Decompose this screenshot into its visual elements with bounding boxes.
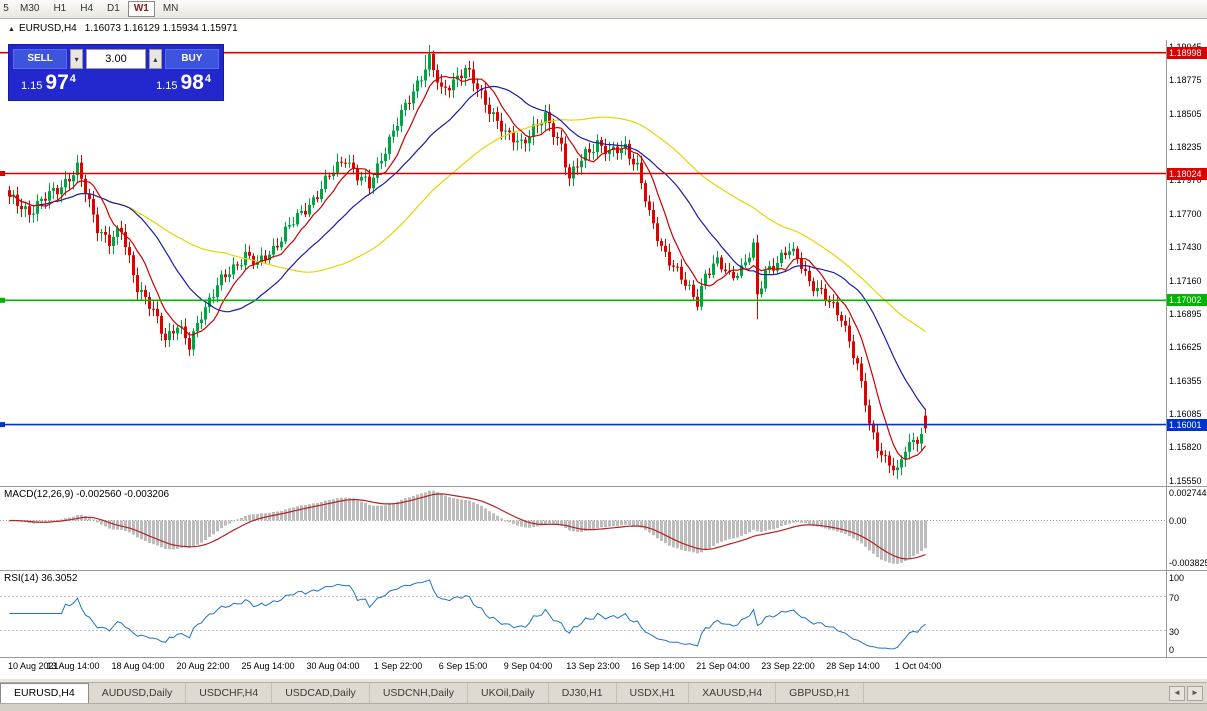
timeframe-button-h1[interactable]: H1 [47, 1, 72, 17]
one-click-trading-panel: SELL ▾ ▴ BUY 1.15 97 4 1.15 98 4 [8, 44, 224, 101]
chart-tab-dj30-h1[interactable]: DJ30,H1 [549, 683, 617, 703]
volume-increase-button[interactable]: ▴ [149, 49, 162, 69]
time-axis-label: 28 Sep 14:00 [826, 661, 880, 671]
time-axis-label: 6 Sep 15:00 [438, 661, 488, 671]
chart-tab-usdcnh-daily[interactable]: USDCNH,Daily [370, 683, 468, 703]
chart-tab-ukoil-daily[interactable]: UKOil,Daily [468, 683, 549, 703]
time-axis-label: 18 Aug 04:00 [111, 661, 165, 671]
rsi-axis-label: 100 [1169, 573, 1185, 583]
price-axis-label: 1.15820 [1169, 442, 1202, 452]
triangle-up-icon: ▴ [153, 54, 158, 64]
timeframe-button-5[interactable]: 5 [0, 1, 12, 17]
time-axis-label: 1 Oct 04:00 [894, 661, 942, 671]
chart-tab-usdchf-h4[interactable]: USDCHF,H4 [186, 683, 273, 703]
price-axis-label: 1.15550 [1169, 475, 1202, 486]
price-axis-label: 1.17160 [1169, 275, 1202, 286]
chart-tab-audusd-daily[interactable]: AUDUSD,Daily [89, 683, 187, 703]
rsi-axis-label: 70 [1169, 592, 1180, 603]
chart-tab-xauusd-h4[interactable]: XAUUSD,H4 [689, 683, 777, 703]
chart-tab-gbpusd-h1[interactable]: GBPUSD,H1 [776, 683, 864, 703]
rsi-label: RSI(14) 36.3052 [4, 573, 78, 584]
timeframe-toolbar: 5 M30 H1 H4 D1 W1 MN [0, 0, 1207, 19]
sell-price-sup: 4 [69, 73, 76, 85]
tab-scroll-arrows: ◄ ► [1169, 683, 1207, 703]
price-axis-label: 1.16895 [1169, 308, 1202, 319]
volume-decrease-button[interactable]: ▾ [70, 49, 83, 69]
time-axis-label: 13 Aug 14:00 [46, 661, 100, 671]
buy-button[interactable]: BUY [164, 49, 219, 69]
price-axis-label: 1.18505 [1169, 108, 1202, 119]
time-axis-label: 20 Aug 22:00 [176, 661, 230, 671]
price-axis-label: 1.17430 [1169, 242, 1202, 253]
sell-button[interactable]: SELL [13, 49, 68, 69]
price-axis-label: 1.18235 [1169, 142, 1202, 153]
time-axis-label: 9 Sep 04:00 [503, 661, 553, 671]
buy-price[interactable]: 1.15 98 4 [156, 71, 211, 95]
price-axis-label: 1.17970 [1169, 175, 1202, 186]
chart-tabs: EURUSD,H4 AUDUSD,Daily USDCHF,H4 USDCAD,Dai… [0, 683, 864, 703]
price-chart-canvas[interactable] [0, 0, 1166, 657]
price-axis-label: 1.16625 [1169, 342, 1202, 353]
timeframe-button-d1[interactable]: D1 [101, 1, 126, 17]
price-line-badge-1.18998: 1.18998 [1167, 46, 1207, 59]
tabs-scroll-right-button[interactable]: ► [1187, 685, 1203, 701]
chart-symbol-period: EURUSD,H4 [18, 23, 77, 34]
triangle-down-icon: ▾ [74, 54, 79, 64]
sell-price-small: 1.15 [21, 80, 43, 92]
timeframe-button-m30[interactable]: M30 [14, 1, 45, 17]
price-line-badge-1.16001: 1.16001 [1167, 418, 1207, 431]
timeframe-button-w1[interactable]: W1 [127, 1, 155, 17]
timeframe-button-mn[interactable]: MN [157, 1, 185, 17]
macd-axis-label: 0.00 [1169, 516, 1187, 527]
time-axis: 10 Aug 2021 13 Aug 14:00 18 Aug 04:00 20 Au… [0, 658, 1166, 679]
one-click-collapse-icon[interactable]: ▲ [8, 26, 15, 33]
chart-tab-usdcad-daily[interactable]: USDCAD,Daily [272, 683, 370, 703]
chart-tab-usdx-h1[interactable]: USDX,H1 [617, 683, 690, 703]
time-axis-label: 21 Sep 04:00 [696, 661, 750, 671]
price-line-badge-1.17002: 1.17002 [1167, 294, 1207, 307]
price-axis-label: 1.18775 [1169, 75, 1202, 86]
buy-price-big: 98 [180, 71, 204, 94]
volume-input[interactable] [86, 49, 146, 69]
macd-axis-label: -0.003825 [1169, 558, 1207, 568]
sell-price-big: 97 [45, 71, 69, 94]
time-axis-label: 10 Aug 2021 [8, 661, 59, 671]
chart-title: ▲ EURUSD,H4 1.16073 1.16129 1.15934 1.1597… [8, 23, 238, 34]
price-axis-label: 1.16355 [1169, 375, 1202, 386]
price-line-badge-1.18024: 1.18024 [1167, 167, 1207, 180]
time-axis-label: 25 Aug 14:00 [241, 661, 295, 671]
time-axis-label: 30 Aug 04:00 [306, 661, 360, 671]
tabs-scroll-left-button[interactable]: ◄ [1169, 685, 1185, 701]
rsi-axis-label: 30 [1169, 626, 1180, 637]
macd-axis-label: 0.002744 [1169, 488, 1207, 498]
rsi-panel-divider[interactable] [0, 570, 1207, 571]
time-axis-label: 23 Sep 22:00 [761, 661, 815, 671]
chart-tabbar: EURUSD,H4 AUDUSD,Daily USDCHF,H4 USDCAD,Dai… [0, 682, 1207, 703]
status-bar [0, 703, 1207, 711]
sell-price[interactable]: 1.15 97 4 [21, 71, 76, 95]
time-axis-label: 1 Sep 22:00 [373, 661, 423, 671]
price-axis-label: 1.17700 [1169, 208, 1202, 219]
buy-price-small: 1.15 [156, 80, 178, 92]
tabbar-gap [0, 679, 1207, 682]
timeframe-button-h4[interactable]: H4 [74, 1, 99, 17]
price-axis-label: 1.16085 [1169, 409, 1202, 420]
price-axis: 1.190451.187751.185051.182351.179701.177… [1166, 40, 1207, 657]
rsi-axis-label: 0 [1169, 645, 1175, 655]
buy-price-sup: 4 [204, 73, 211, 85]
macd-panel-divider[interactable] [0, 486, 1207, 487]
chart-tab-eurusd-h4[interactable]: EURUSD,H4 [0, 683, 89, 703]
time-axis-label: 16 Sep 14:00 [631, 661, 685, 671]
macd-label: MACD(12,26,9) -0.002560 -0.003206 [4, 489, 170, 500]
time-axis-label: 13 Sep 23:00 [566, 661, 620, 671]
time-axis-divider [0, 657, 1207, 658]
chart-ohlc-values: 1.16073 1.16129 1.15934 1.15971 [84, 23, 238, 34]
